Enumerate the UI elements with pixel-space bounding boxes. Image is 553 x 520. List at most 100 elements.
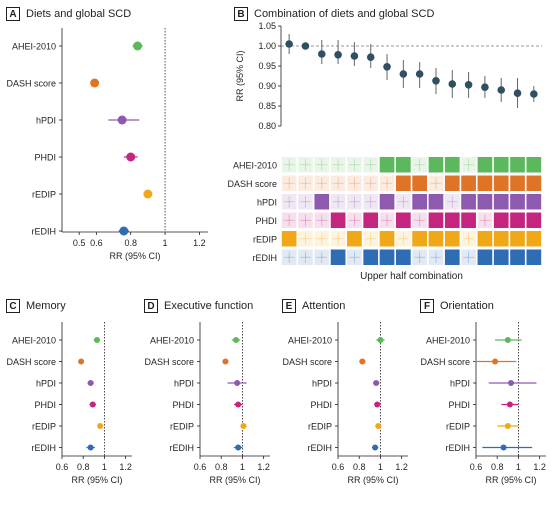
row-label: rEDIH <box>446 443 471 453</box>
combo-cell <box>412 194 428 210</box>
combo-cell <box>526 231 542 247</box>
combo-cell <box>347 194 362 210</box>
y-tick-label: 0.95 <box>258 61 276 71</box>
estimate-point <box>372 444 379 451</box>
estimate-point <box>383 63 391 71</box>
estimate-point <box>285 40 293 48</box>
combo-cell <box>428 157 444 173</box>
row-label: rEDIH <box>253 253 278 263</box>
row-label: hPDI <box>174 379 194 389</box>
combo-cell <box>330 249 346 265</box>
estimate-point <box>350 52 359 60</box>
combo-cell <box>428 212 444 228</box>
combo-cell <box>493 231 509 247</box>
combo-cell <box>395 231 411 247</box>
estimate-point <box>301 42 310 50</box>
combo-cell <box>363 231 379 247</box>
combo-cell <box>395 175 411 191</box>
y-tick-label: 0.85 <box>258 101 276 111</box>
row-label: AHEI-2010 <box>288 336 332 346</box>
combo-cell <box>526 157 542 173</box>
row-label: PHDI <box>255 216 277 226</box>
estimate-point <box>506 401 513 408</box>
row-label: rEDIP <box>170 422 194 432</box>
combo-cell <box>526 249 542 265</box>
y-tick-label: 0.80 <box>258 121 276 131</box>
panel-letter: A <box>6 7 20 21</box>
panel-letter: F <box>420 299 434 313</box>
combo-cell <box>412 157 428 173</box>
combo-cell <box>526 175 542 191</box>
combo-cell <box>298 175 313 191</box>
combo-cell <box>298 212 313 228</box>
combo-cell <box>444 157 460 173</box>
row-label: rEDIH <box>170 443 195 453</box>
combo-cell <box>526 194 542 210</box>
panel-title: Memory <box>26 300 66 312</box>
estimate-point <box>500 444 507 451</box>
combo-cell <box>510 175 525 191</box>
estimate-point <box>143 189 153 199</box>
combo-cell <box>493 194 509 210</box>
combo-cell <box>477 231 493 247</box>
panel-b-header: B Combination of diets and global SCD <box>234 6 434 22</box>
x-axis-label: RR (95% CI) <box>109 251 160 261</box>
x-tick-label: 1.2 <box>395 462 408 472</box>
combo-cell <box>314 231 330 247</box>
row-label: DASH score <box>420 357 470 367</box>
panel-d-header: D Executive function <box>144 298 253 314</box>
combo-cell <box>281 175 297 191</box>
estimate-point <box>374 401 381 408</box>
combo-cell <box>330 212 346 228</box>
panel-letter: C <box>6 299 20 313</box>
estimate-point <box>222 358 229 365</box>
estimate-point <box>513 89 522 97</box>
combo-cell <box>477 157 493 173</box>
x-tick-label: 1 <box>240 462 245 472</box>
x-tick-label: 0.5 <box>73 238 86 248</box>
combo-cell <box>461 249 476 265</box>
row-label: DASH score <box>6 357 56 367</box>
combo-cell <box>330 157 346 173</box>
panel-title: Combination of diets and global SCD <box>254 8 435 20</box>
combo-cell <box>412 231 428 247</box>
row-label: AHEI-2010 <box>426 336 470 346</box>
combo-cell <box>347 175 362 191</box>
estimate-point <box>399 70 408 78</box>
y-tick-label: 1.05 <box>258 21 276 31</box>
panel-title: Executive function <box>164 300 254 312</box>
row-label: hPDI <box>450 379 470 389</box>
panel-f-header: F Orientation <box>420 298 494 314</box>
combo-cell <box>493 249 509 265</box>
row-label: hPDI <box>312 379 332 389</box>
estimate-point <box>119 226 129 236</box>
x-axis-label: RR (95% CI) <box>485 475 536 485</box>
panel-letter: D <box>144 299 158 313</box>
combo-cell <box>477 194 493 210</box>
row-label: hPDI <box>36 379 56 389</box>
combo-cell <box>314 212 330 228</box>
row-label: rEDIP <box>32 422 56 432</box>
combo-cell <box>526 212 542 228</box>
estimate-point <box>492 358 499 365</box>
estimate-point <box>508 380 514 386</box>
combo-cell <box>379 157 395 173</box>
estimate-point <box>240 423 247 429</box>
combo-cell <box>330 175 346 191</box>
combo-cell <box>363 194 379 210</box>
x-tick-label: 1.2 <box>533 462 546 472</box>
x-tick-label: 0.8 <box>215 462 228 472</box>
estimate-point <box>78 358 85 365</box>
combo-cell <box>477 212 493 228</box>
estimate-point <box>87 380 94 386</box>
row-label: hPDI <box>36 116 56 126</box>
row-label: rEDIH <box>32 227 57 237</box>
x-tick-label: 0.8 <box>491 462 504 472</box>
combo-cell <box>314 175 330 191</box>
row-label: rEDIP <box>253 234 277 244</box>
combo-cell <box>347 231 362 247</box>
combo-cell <box>281 249 297 265</box>
combo-cell <box>395 249 411 265</box>
estimate-point <box>448 80 457 88</box>
panel-title: Diets and global SCD <box>26 8 132 20</box>
